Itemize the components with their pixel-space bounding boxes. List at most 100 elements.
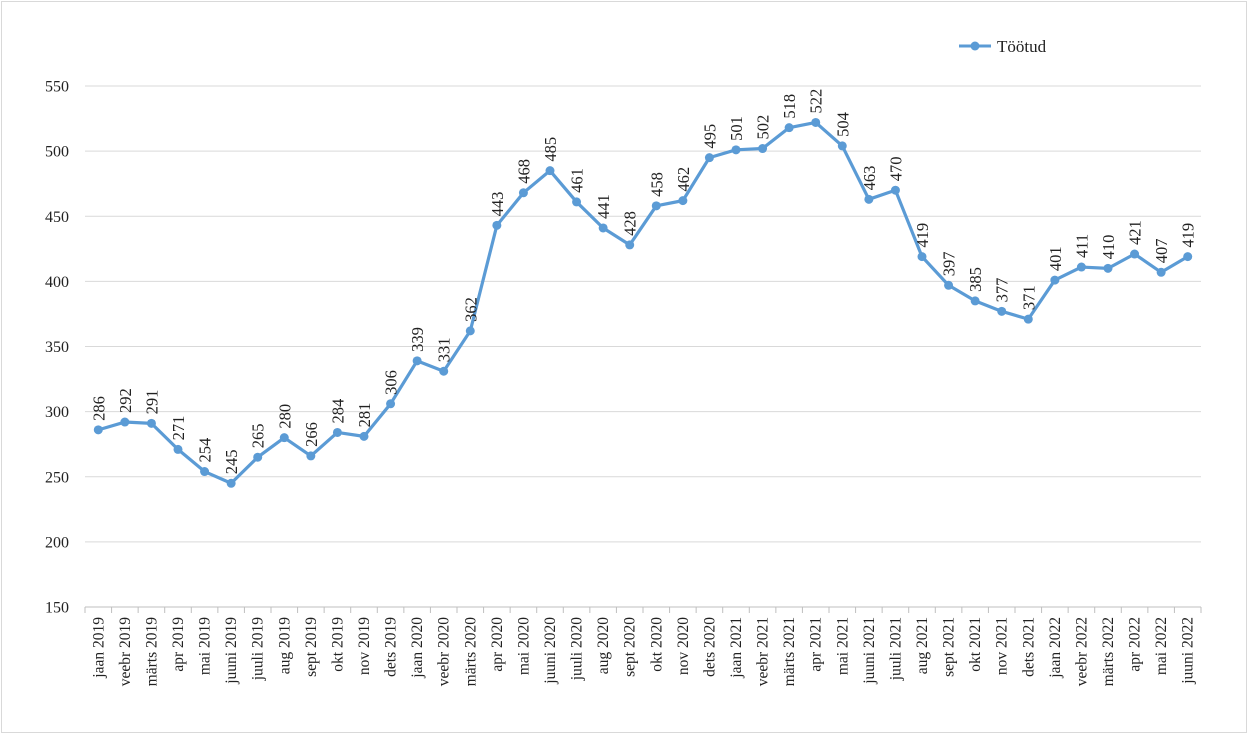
data-label: 371 [1019,285,1038,310]
data-point [120,417,130,427]
x-tick-label: sept 2020 [622,617,639,677]
data-label: 265 [249,423,268,448]
data-label: 443 [488,192,507,217]
data-label: 419 [1179,223,1198,248]
data-point [731,145,741,155]
x-tick-label: märts 2021 [781,617,798,686]
data-point [306,451,316,461]
data-point [465,326,475,336]
x-tick-label: veebr 2022 [1073,617,1090,686]
x-tick-label: mai 2020 [515,617,532,675]
legend-marker [970,41,980,51]
data-point [1130,249,1140,259]
data-point [279,433,289,443]
x-tick-label: juuni 2022 [1180,617,1197,685]
x-tick-label: mai 2022 [1153,617,1170,675]
data-label: 428 [621,211,640,236]
y-tick-label: 450 [45,209,69,226]
x-tick-label: dets 2021 [1020,617,1037,677]
data-label: 502 [754,115,773,140]
x-tick-label: aug 2020 [595,617,612,675]
x-tick-label: juuni 2020 [542,617,559,685]
y-tick-label: 350 [45,339,69,356]
x-tick-label: märts 2022 [1100,617,1117,686]
x-tick-label: juuli 2021 [887,617,904,681]
y-tick-label: 500 [45,144,69,161]
data-point [1076,262,1086,272]
x-tick-label: mai 2021 [834,617,851,675]
x-tick-label: juuli 2019 [250,617,267,682]
data-point [332,427,342,437]
data-point [253,452,263,462]
data-label: 286 [89,396,108,421]
x-tick-label: okt 2021 [967,617,984,672]
data-point [173,444,183,454]
data-point [651,201,661,211]
data-point [864,194,874,204]
x-tick-label: märts 2020 [462,617,479,687]
x-tick-label: nov 2020 [675,617,692,675]
data-label: 306 [382,370,401,395]
data-label: 419 [913,223,932,248]
y-tick-label: 550 [45,79,69,96]
data-label: 468 [514,159,533,184]
data-label: 495 [700,124,719,149]
y-axis: 150 200 250 300 350 400 450 500 550 [45,79,69,617]
data-label: 281 [355,403,374,428]
x-tick-label: mai 2019 [197,617,214,675]
data-label: 331 [435,337,454,362]
data-point [386,399,396,409]
data-label: 522 [807,89,826,114]
data-point [359,431,369,441]
data-point [997,306,1007,316]
data-label: 485 [541,137,560,162]
series-group [93,117,1193,488]
data-point [1156,267,1166,277]
data-point [837,141,847,151]
series-line [96,120,1190,485]
data-point [492,220,502,230]
x-tick-label: märts 2019 [143,617,160,687]
data-point [970,296,980,306]
data-point [1183,252,1193,262]
data-label: 291 [142,390,161,415]
data-label: 385 [966,267,985,292]
y-tick-label: 250 [45,469,69,486]
x-tick-label: juuni 2021 [861,617,878,685]
data-label: 458 [647,172,666,197]
legend-label: Töötud [997,37,1047,56]
data-label: 462 [674,167,693,192]
x-tick-label: juuni 2019 [223,617,240,685]
data-label: 411 [1072,234,1091,258]
x-tick-label: jaan 2019 [90,617,107,679]
x-tick-label: dets 2019 [383,617,400,677]
data-label: 518 [780,94,799,119]
data-point [811,117,821,127]
x-tick-label: veebr 2020 [436,617,453,687]
data-point [226,478,236,488]
x-tick-label: apr 2021 [808,617,825,672]
data-label: 401 [1046,246,1065,271]
data-point [1103,263,1113,273]
data-label: 421 [1126,220,1145,245]
legend: Töötud [959,37,1047,56]
data-label: 441 [594,194,613,219]
data-label: 463 [860,166,879,191]
data-label: 504 [833,112,852,137]
data-labels: 286 292 291 271 254 245 265 280 266 284 281 306 339 3… [89,89,1197,475]
x-tick-label: apr 2019 [170,617,187,672]
data-point [93,425,103,435]
y-tick-label: 300 [45,404,69,421]
y-tick-label: 400 [45,274,69,291]
data-point [784,123,794,133]
x-tick-label: jaan 2020 [409,617,426,679]
data-point [439,366,449,376]
data-label: 254 [196,438,215,463]
data-point [572,197,582,207]
y-tick-label: 150 [45,600,69,617]
x-tick-label: jaan 2021 [728,617,745,679]
data-label: 339 [408,327,427,352]
data-label: 284 [328,399,347,424]
